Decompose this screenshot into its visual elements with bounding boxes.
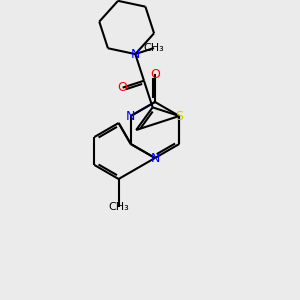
Text: CH₃: CH₃ bbox=[108, 202, 129, 212]
Text: CH₃: CH₃ bbox=[144, 43, 164, 53]
Text: N: N bbox=[126, 110, 135, 122]
Text: N: N bbox=[130, 48, 140, 61]
Text: O: O bbox=[118, 81, 128, 94]
Text: O: O bbox=[150, 68, 160, 80]
Text: S: S bbox=[175, 110, 183, 122]
Text: N: N bbox=[150, 152, 160, 164]
